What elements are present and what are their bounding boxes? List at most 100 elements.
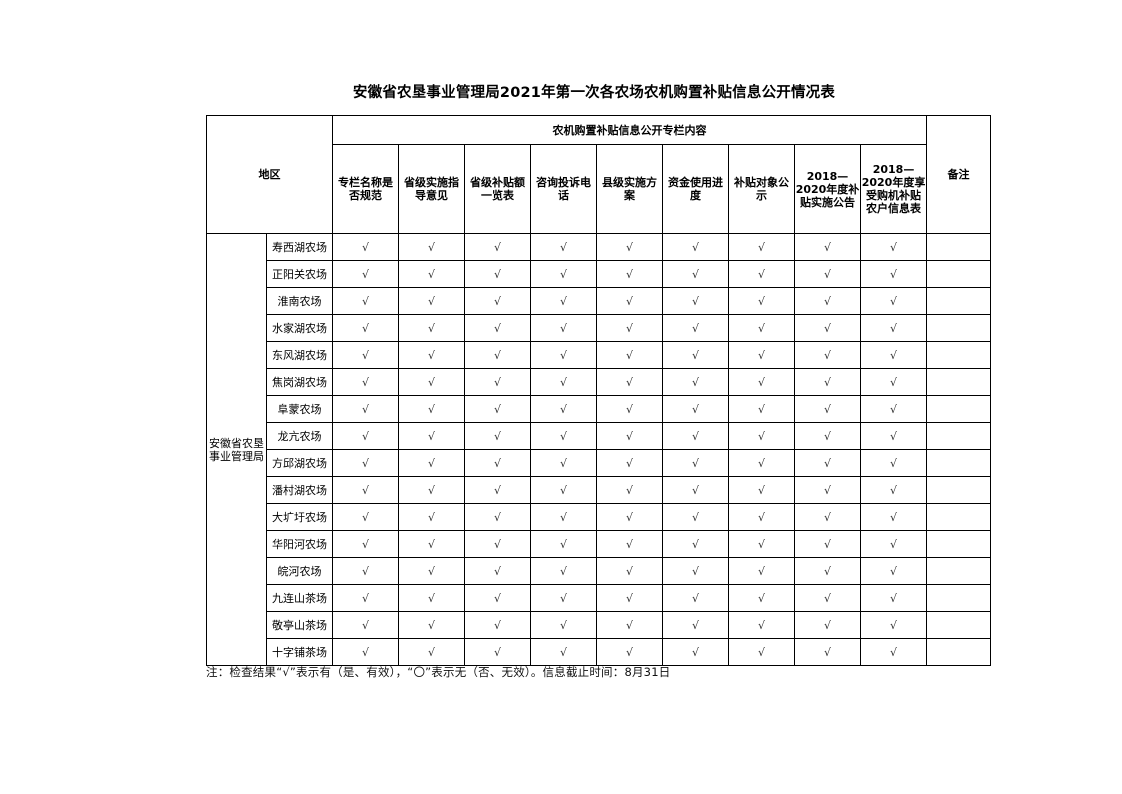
note-cell xyxy=(926,341,992,369)
check-mark-icon: √ xyxy=(559,537,567,551)
check-cell: √ xyxy=(530,638,597,666)
check-cell: √ xyxy=(859,530,928,558)
check-mark-icon: √ xyxy=(691,483,699,497)
farm-name-cell: 大圹圩农场 xyxy=(266,503,333,531)
check-cell: √ xyxy=(859,557,928,585)
check-cell: √ xyxy=(464,584,531,612)
check-mark-icon: √ xyxy=(691,618,699,632)
check-cell: √ xyxy=(662,476,729,504)
check-mark-icon: √ xyxy=(361,375,369,389)
check-mark-icon: √ xyxy=(625,591,633,605)
check-cell: √ xyxy=(332,395,399,423)
check-mark-icon: √ xyxy=(691,645,699,659)
check-mark-icon: √ xyxy=(823,294,831,308)
check-mark-icon: √ xyxy=(427,645,435,659)
check-mark-icon: √ xyxy=(625,510,633,524)
farm-name-cell: 正阳关农场 xyxy=(266,260,333,288)
subsidy-disclosure-table-wrapper: 地区 农机购置补贴信息公开专栏内容 备注 专栏名称是否规范 省级实施指导意见 省… xyxy=(206,115,992,666)
table-row: 十字铺茶场 √ √ √ √ √ √ √ √ √ xyxy=(207,638,992,666)
check-cell: √ xyxy=(662,557,729,585)
check-cell: √ xyxy=(596,503,663,531)
check-cell: √ xyxy=(596,233,663,261)
check-cell: √ xyxy=(332,233,399,261)
check-mark-icon: √ xyxy=(890,402,898,416)
check-mark-icon: √ xyxy=(361,240,369,254)
check-cell: √ xyxy=(332,314,399,342)
note-cell xyxy=(926,368,992,396)
farm-name-cell: 寿西湖农场 xyxy=(266,233,333,261)
table-row: 华阳河农场 √ √ √ √ √ √ √ √ √ xyxy=(207,530,992,558)
check-cell: √ xyxy=(596,260,663,288)
check-cell: √ xyxy=(530,341,597,369)
check-cell: √ xyxy=(596,449,663,477)
check-cell: √ xyxy=(662,287,729,315)
check-cell: √ xyxy=(332,422,399,450)
check-mark-icon: √ xyxy=(691,429,699,443)
check-mark-icon: √ xyxy=(493,537,501,551)
check-mark-icon: √ xyxy=(559,564,567,578)
check-mark-icon: √ xyxy=(890,645,898,659)
check-cell: √ xyxy=(859,233,928,261)
check-mark-icon: √ xyxy=(757,537,765,551)
farm-name-cell: 焦岗湖农场 xyxy=(266,368,333,396)
check-cell: √ xyxy=(596,368,663,396)
check-mark-icon: √ xyxy=(361,591,369,605)
check-mark-icon: √ xyxy=(625,483,633,497)
header-col-5: 资金使用进度 xyxy=(662,144,729,234)
check-cell: √ xyxy=(859,449,928,477)
check-mark-icon: √ xyxy=(757,294,765,308)
check-cell: √ xyxy=(728,638,795,666)
check-mark-icon: √ xyxy=(625,321,633,335)
check-mark-icon: √ xyxy=(361,537,369,551)
check-mark-icon: √ xyxy=(890,321,898,335)
check-mark-icon: √ xyxy=(559,267,567,281)
check-mark-icon: √ xyxy=(691,591,699,605)
header-col-8: 2018—2020年度享受购机补贴农户信息表 xyxy=(859,144,928,234)
check-cell: √ xyxy=(332,530,399,558)
table-head: 地区 农机购置补贴信息公开专栏内容 备注 专栏名称是否规范 省级实施指导意见 省… xyxy=(206,115,992,234)
check-mark-icon: √ xyxy=(625,240,633,254)
check-mark-icon: √ xyxy=(757,645,765,659)
check-mark-icon: √ xyxy=(427,618,435,632)
check-mark-icon: √ xyxy=(625,537,633,551)
check-mark-icon: √ xyxy=(361,483,369,497)
check-mark-icon: √ xyxy=(691,240,699,254)
check-mark-icon: √ xyxy=(361,645,369,659)
check-cell: √ xyxy=(398,287,465,315)
check-mark-icon: √ xyxy=(823,240,831,254)
check-cell: √ xyxy=(596,557,663,585)
check-cell: √ xyxy=(398,449,465,477)
check-cell: √ xyxy=(596,476,663,504)
check-cell: √ xyxy=(859,638,928,666)
check-mark-icon: √ xyxy=(890,591,898,605)
check-cell: √ xyxy=(332,287,399,315)
check-cell: √ xyxy=(398,557,465,585)
farm-name-cell: 潘村湖农场 xyxy=(266,476,333,504)
check-mark-icon: √ xyxy=(757,240,765,254)
note-cell xyxy=(926,233,992,261)
note-cell xyxy=(926,557,992,585)
check-mark-icon: √ xyxy=(559,375,567,389)
check-mark-icon: √ xyxy=(625,564,633,578)
check-cell: √ xyxy=(859,287,928,315)
header-row-subcolumns: 专栏名称是否规范 省级实施指导意见 省级补贴额一览表 咨询投诉电话 县级实施方案… xyxy=(207,144,991,234)
check-cell: √ xyxy=(398,503,465,531)
check-cell: √ xyxy=(728,422,795,450)
note-cell xyxy=(926,611,992,639)
header-col-7: 2018—2020年度补贴实施公告 xyxy=(794,144,861,234)
check-mark-icon: √ xyxy=(757,618,765,632)
check-cell: √ xyxy=(332,341,399,369)
check-mark-icon: √ xyxy=(823,456,831,470)
check-cell: √ xyxy=(596,314,663,342)
check-mark-icon: √ xyxy=(493,375,501,389)
check-cell: √ xyxy=(530,449,597,477)
check-cell: √ xyxy=(859,368,928,396)
check-cell: √ xyxy=(859,260,928,288)
check-mark-icon: √ xyxy=(493,564,501,578)
check-mark-icon: √ xyxy=(625,402,633,416)
check-mark-icon: √ xyxy=(890,375,898,389)
check-mark-icon: √ xyxy=(691,537,699,551)
check-cell: √ xyxy=(662,368,729,396)
check-mark-icon: √ xyxy=(559,618,567,632)
check-mark-icon: √ xyxy=(890,429,898,443)
